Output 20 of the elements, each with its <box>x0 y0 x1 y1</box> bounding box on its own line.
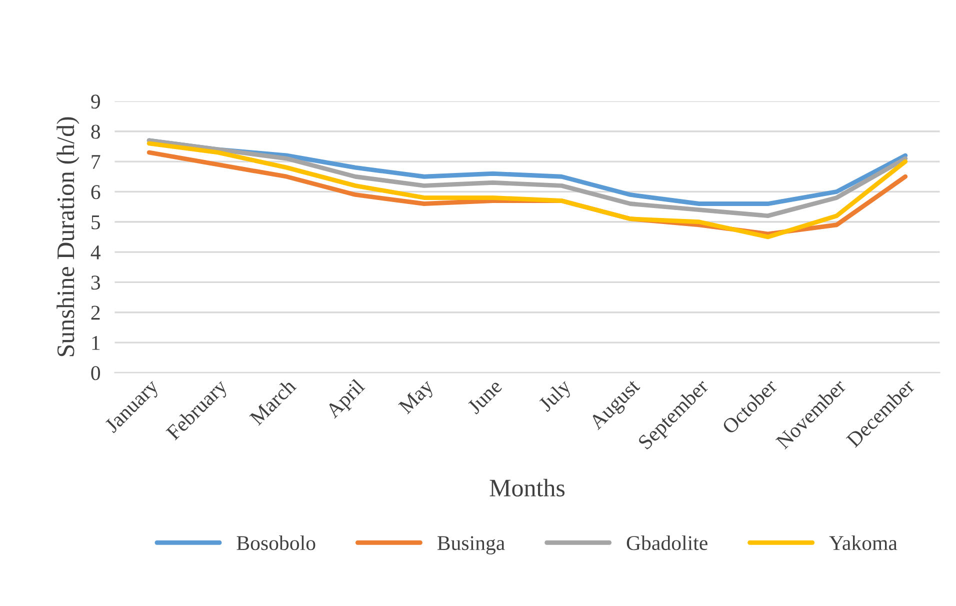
x-axis-title: Months <box>490 478 565 496</box>
x-tick-label: June <box>466 378 503 415</box>
y-tick-label: 1 <box>92 336 100 350</box>
y-tick-label: 7 <box>92 155 100 169</box>
y-tick-label: 6 <box>91 185 100 200</box>
y-tick-label: 0 <box>91 366 100 380</box>
legend-label: Businga <box>437 536 505 554</box>
y-axis-title: Sunshine Duration (h/d) <box>56 117 80 356</box>
legend-label: Bosobolo <box>236 535 316 550</box>
legend-label: Gbadolite <box>626 535 708 550</box>
x-tick-label: May <box>398 378 438 418</box>
y-tick-label: 2 <box>91 306 100 320</box>
x-tick-label: July <box>537 378 575 416</box>
y-tick-label: 4 <box>90 246 101 260</box>
y-tick-label: 3 <box>91 276 100 290</box>
line-series <box>146 138 908 218</box>
legend-label: Yakoma <box>829 535 898 550</box>
y-tick-label: 8 <box>91 124 100 139</box>
y-tick-label: 5 <box>92 215 100 230</box>
y-tick-label: 9 <box>91 94 100 109</box>
